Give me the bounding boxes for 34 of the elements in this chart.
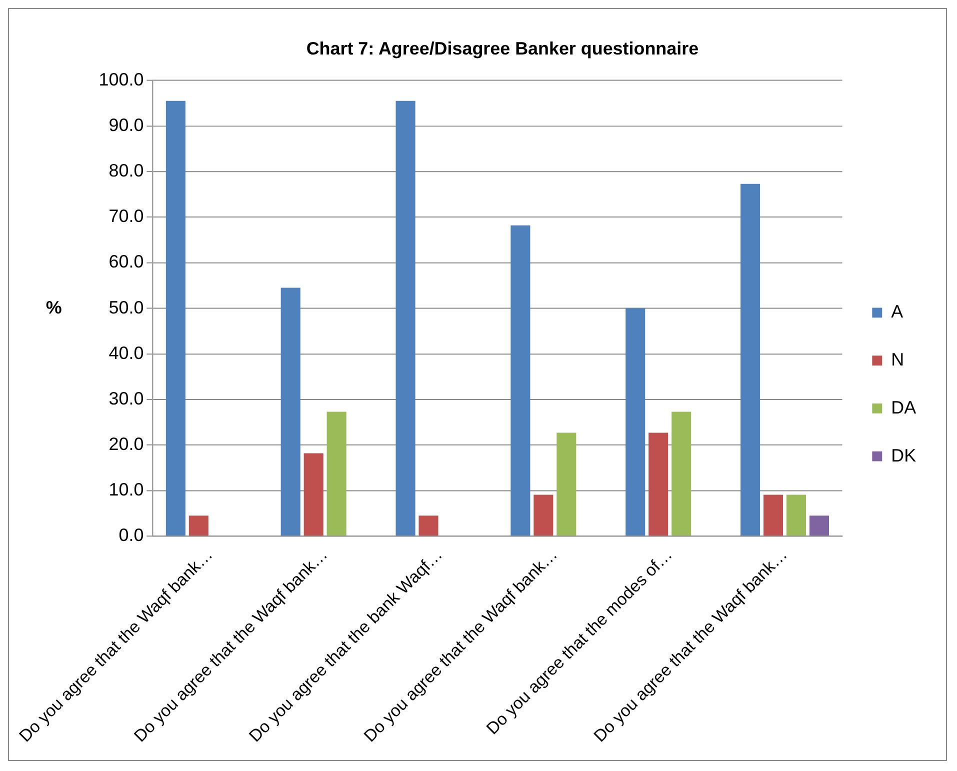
bar xyxy=(626,308,646,536)
legend-label: DK xyxy=(891,445,916,466)
y-tick-label: 30.0 xyxy=(108,388,144,408)
y-tick-label: 60.0 xyxy=(108,252,144,272)
bar xyxy=(166,100,186,536)
bar xyxy=(809,516,829,536)
y-axis-title: % xyxy=(46,297,62,318)
bar xyxy=(510,225,530,536)
bar xyxy=(740,184,760,536)
bar xyxy=(396,100,416,536)
bar xyxy=(304,453,324,536)
legend-label: A xyxy=(891,302,904,322)
bar xyxy=(418,516,438,536)
bar xyxy=(763,494,784,536)
y-tick-label: 0.0 xyxy=(118,525,144,546)
y-tick-label: 40.0 xyxy=(108,342,144,363)
bar xyxy=(534,494,554,536)
y-tick-label: 80.0 xyxy=(108,160,144,181)
bar xyxy=(672,412,692,536)
y-tick-label: 10.0 xyxy=(108,480,144,500)
bar xyxy=(280,288,300,536)
y-tick-label: 50.0 xyxy=(108,297,144,318)
bar xyxy=(786,494,806,536)
bar xyxy=(648,432,668,536)
y-tick-label: 90.0 xyxy=(108,114,144,135)
chart-title: Chart 7: Agree/Disagree Banker questionnaire xyxy=(306,38,699,59)
legend-label: N xyxy=(891,350,904,370)
y-tick-label: 20.0 xyxy=(108,434,144,454)
bar xyxy=(326,412,346,536)
y-tick-label: 100.0 xyxy=(98,69,144,90)
y-tick-label: 70.0 xyxy=(108,206,144,226)
bar xyxy=(556,432,576,536)
bar xyxy=(188,516,208,536)
legend-label: DA xyxy=(891,397,916,418)
